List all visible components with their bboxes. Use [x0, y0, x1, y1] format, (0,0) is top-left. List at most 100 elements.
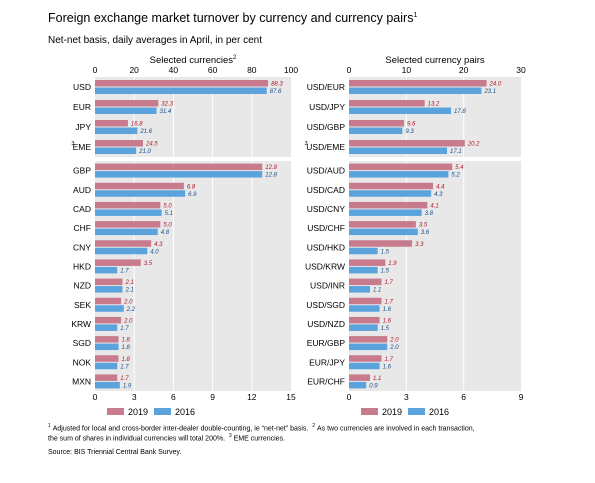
- x-tick-label: 20: [459, 65, 469, 75]
- bar-2016: [349, 209, 422, 216]
- bar-2016: [95, 171, 263, 178]
- data-label-2016: 23.1: [483, 89, 496, 95]
- bar-2016: [95, 147, 137, 154]
- footnote-line-1: 1 Adjusted for local and cross-border in…: [48, 422, 475, 433]
- data-label-2016: 87.6: [270, 89, 282, 95]
- x-tick-label: 3: [132, 392, 137, 402]
- data-label-2019: 12.8: [265, 165, 277, 171]
- bar-2016: [95, 305, 124, 312]
- data-label-2016: 9.3: [405, 129, 414, 135]
- data-label-2016: 1.7: [120, 326, 129, 332]
- bar-2016: [349, 228, 418, 236]
- bar-2016: [349, 286, 371, 293]
- bar-2016: [349, 171, 449, 178]
- category-label: USD/SGD: [306, 300, 345, 310]
- category-label: USD/KRW: [305, 261, 345, 271]
- data-label-2016: 21.6: [139, 129, 152, 135]
- bar-2016: [349, 127, 403, 134]
- category-label: USD/AUD: [307, 166, 345, 176]
- data-label-2019: 4.3: [154, 242, 163, 248]
- category-footnote-marker: 3: [305, 141, 308, 147]
- bar-2016: [95, 190, 186, 197]
- bar-2019: [349, 259, 386, 266]
- title-footnote-marker: 1: [413, 11, 418, 19]
- footnote-marker-2: 2: [312, 423, 316, 429]
- legend-label-2016: 2016: [175, 407, 195, 417]
- data-label-2016: 1.6: [383, 307, 392, 313]
- bar-2016: [95, 87, 267, 94]
- bar-2016: [95, 343, 119, 351]
- category-label: EUR/CHF: [307, 376, 345, 386]
- bar-2016: [349, 305, 380, 312]
- data-label-2016: 2.1: [124, 288, 133, 294]
- category-label: NOK: [73, 357, 92, 367]
- x-tick-label: 6: [461, 392, 466, 402]
- bar-2016: [95, 362, 118, 370]
- bar-2016: [95, 266, 118, 274]
- bar-2019: [95, 201, 161, 209]
- bar-2016: [349, 381, 367, 389]
- legend-swatch-2019: [107, 408, 124, 415]
- category-label: SGD: [73, 338, 91, 348]
- data-label-2019: 3.5: [144, 261, 153, 267]
- bar-2016: [95, 209, 162, 216]
- x-tick-label: 9: [519, 392, 524, 402]
- legend-swatch-2016: [408, 408, 425, 415]
- bar-2019: [95, 140, 144, 147]
- data-label-2019: 1.1: [373, 376, 381, 382]
- footnote-text-2-cont: the sum of shares in individual currenci…: [48, 435, 226, 443]
- data-label-2016: 1.7: [120, 364, 129, 370]
- bar-2019: [95, 316, 122, 324]
- data-label-2019: 88.3: [271, 82, 283, 88]
- bar-2016: [349, 324, 378, 331]
- category-label: USD/EME: [306, 142, 345, 152]
- bar-2019: [95, 221, 161, 228]
- x-tick-label: 15: [286, 392, 296, 402]
- data-label-2016: 5.2: [451, 173, 460, 179]
- category-label: HKD: [73, 261, 91, 271]
- bar-2019: [349, 163, 453, 171]
- panel-title-footnote: 2: [233, 55, 237, 61]
- data-label-2019: 2.0: [123, 318, 133, 324]
- x-tick-label: 100: [284, 65, 298, 75]
- category-label: EME: [73, 142, 92, 152]
- bar-2016: [95, 107, 157, 114]
- plot-background: [95, 161, 291, 391]
- bar-2019: [95, 297, 122, 305]
- x-tick-label: 40: [169, 65, 179, 75]
- bar-2016: [349, 362, 380, 370]
- data-label-2019: 2.1: [124, 280, 133, 286]
- bar-2019: [95, 336, 119, 343]
- data-label-2016: 1.5: [381, 249, 390, 255]
- bar-2016: [95, 324, 118, 331]
- category-label: USD/CHF: [307, 223, 345, 233]
- data-label-2019: 2.0: [389, 338, 399, 344]
- x-tick-label: 20: [129, 65, 139, 75]
- bar-2016: [349, 343, 388, 351]
- bar-2016: [349, 190, 432, 197]
- top-group: 0 10 20 30 USD/EUR 24.023.1 USD/JPY 13.2 17.8 USD…: [305, 65, 526, 157]
- category-label: CNY: [73, 242, 91, 252]
- category-label: KRW: [71, 319, 91, 329]
- category-label: NZD: [74, 281, 91, 291]
- x-tick-label: 10: [402, 65, 412, 75]
- bar-2019: [349, 278, 382, 286]
- data-label-2019: 1.7: [384, 280, 393, 286]
- bar-2019: [95, 120, 128, 127]
- x-tick-label: 12: [247, 392, 257, 402]
- bar-2016: [349, 266, 378, 274]
- data-label-2016: 1.7: [120, 268, 129, 274]
- data-label-2016: 17.8: [454, 109, 466, 115]
- category-label: CAD: [73, 204, 91, 214]
- data-label-2016: 6.9: [188, 192, 197, 198]
- data-label-2016: 21.0: [138, 149, 151, 155]
- data-label-2019: 5.4: [455, 165, 464, 171]
- data-label-2016: 1.5: [381, 326, 390, 332]
- bar-2016: [349, 107, 452, 114]
- data-label-2019: 1.7: [120, 376, 129, 382]
- bar-2019: [349, 221, 416, 228]
- plot-background: [349, 161, 521, 391]
- category-footnote-marker: 3: [71, 141, 74, 147]
- data-label-2016: 1.8: [122, 345, 131, 351]
